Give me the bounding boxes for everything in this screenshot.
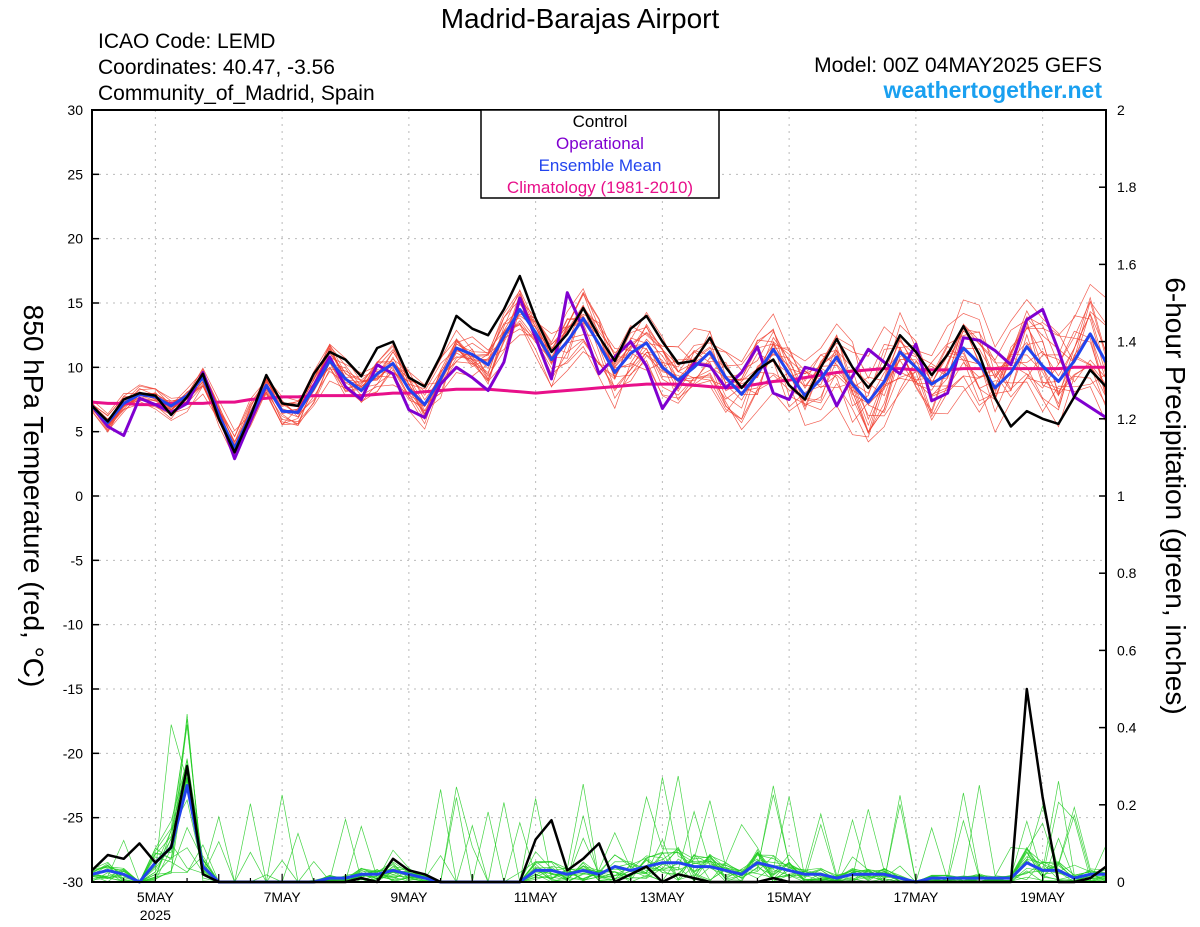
series-lines [90, 274, 1108, 884]
precipitation-member-line [91, 773, 1107, 883]
right-axis-tick-label: 0.2 [1117, 797, 1137, 813]
legend: Control Operational Ensemble Mean Climat… [480, 109, 720, 199]
precipitation-member-line [91, 764, 1107, 883]
site-link[interactable]: weathertogether.net [882, 77, 1102, 103]
legend-ensemble-mean: Ensemble Mean [539, 156, 662, 175]
left-axis-tick-label: 25 [67, 166, 83, 182]
x-axis-tick-label: 13MAY [640, 889, 686, 905]
left-axis-tick-label: -10 [63, 617, 83, 633]
legend-box [480, 109, 720, 199]
right-axis-tick-label: 0 [1117, 874, 1125, 890]
left-axis-tick-label: 20 [67, 231, 83, 247]
legend-climatology: Climatology (1981-2010) [507, 178, 693, 197]
left-axis-tick-label: -20 [63, 745, 83, 761]
left-axis-tick-label: 30 [67, 102, 83, 118]
model-run: Model: 00Z 04MAY2025 GEFS [814, 54, 1102, 77]
x-axis-tick-label: 19MAY [1020, 889, 1066, 905]
operational-line [90, 291, 1107, 461]
right-axis-label: 6-hour Precipitation (green, inches) [1160, 277, 1191, 714]
left-axis-tick-label: -5 [71, 552, 84, 568]
grid-lines [92, 110, 1106, 882]
right-axis-tick-label: 1.2 [1117, 411, 1137, 427]
precipitation-member-line [91, 780, 1107, 883]
left-axis-tick-label: 0 [75, 488, 83, 504]
x-axis: 5MAY 2025 7MAY 9MAY 11MAY 13MAY 15MAY 17MAY 19MA… [91, 874, 1107, 923]
legend-operational: Operational [556, 134, 644, 153]
x-axis-tick-label: 5MAY [137, 889, 175, 905]
right-axis-tick-label: 0.6 [1117, 642, 1137, 658]
x-axis-tick-label: 7MAY [264, 889, 302, 905]
ensemble-mean-line [90, 307, 1108, 450]
right-axis: 0 0.2 0.4 0.6 0.8 1 1.2 1.4 1.6 1.8 2 [1099, 102, 1137, 890]
left-axis-tick-label: -25 [63, 810, 83, 826]
x-axis-year-label: 2025 [140, 907, 171, 923]
right-axis-tick-label: 1 [1117, 488, 1125, 504]
precipitation-member-line [91, 771, 1107, 883]
x-axis-tick-label: 17MAY [893, 889, 939, 905]
header: Madrid-Barajas Airport ICAO Code: LEMD C… [98, 3, 1102, 105]
left-axis-tick-label: 5 [75, 424, 83, 440]
precipitation-member-line [91, 778, 1107, 883]
x-axis-tick-label: 9MAY [390, 889, 428, 905]
icao-code: ICAO Code: LEMD [98, 30, 275, 53]
control-line [91, 274, 1107, 454]
x-axis-tick-label: 11MAY [514, 889, 558, 905]
precipitation-member-line [91, 777, 1107, 883]
legend-control: Control [573, 112, 628, 131]
right-axis-tick-label: 1.8 [1117, 179, 1137, 195]
right-axis-tick-label: 1.4 [1117, 334, 1137, 350]
left-axis-tick-label: -15 [63, 681, 83, 697]
precip-control-line [91, 687, 1107, 884]
precipitation-member-line [91, 724, 1107, 883]
page-title: Madrid-Barajas Airport [441, 3, 720, 34]
precipitation-member-line [91, 724, 1107, 883]
coordinates: Coordinates: 40.47, -3.56 [98, 56, 335, 79]
right-axis-tick-label: 1.6 [1117, 256, 1137, 272]
left-axis: -30 -25 -20 -15 -10 -5 0 5 10 15 20 25 30 [63, 102, 99, 890]
right-axis-tick-label: 0.8 [1117, 565, 1137, 581]
left-axis-tick-label: 15 [67, 295, 83, 311]
right-axis-tick-label: 0.4 [1117, 720, 1137, 736]
precipitation-member-line [91, 724, 1107, 883]
region: Community_of_Madrid, Spain [98, 82, 375, 105]
left-axis-label: 850 hPa Temperature (red, °C) [18, 305, 49, 688]
left-axis-tick-label: -30 [63, 874, 83, 890]
right-axis-tick-label: 2 [1117, 102, 1125, 118]
precipitation-member-line [91, 784, 1107, 883]
left-axis-tick-label: 10 [67, 359, 83, 375]
x-axis-tick-label: 15MAY [767, 889, 813, 905]
